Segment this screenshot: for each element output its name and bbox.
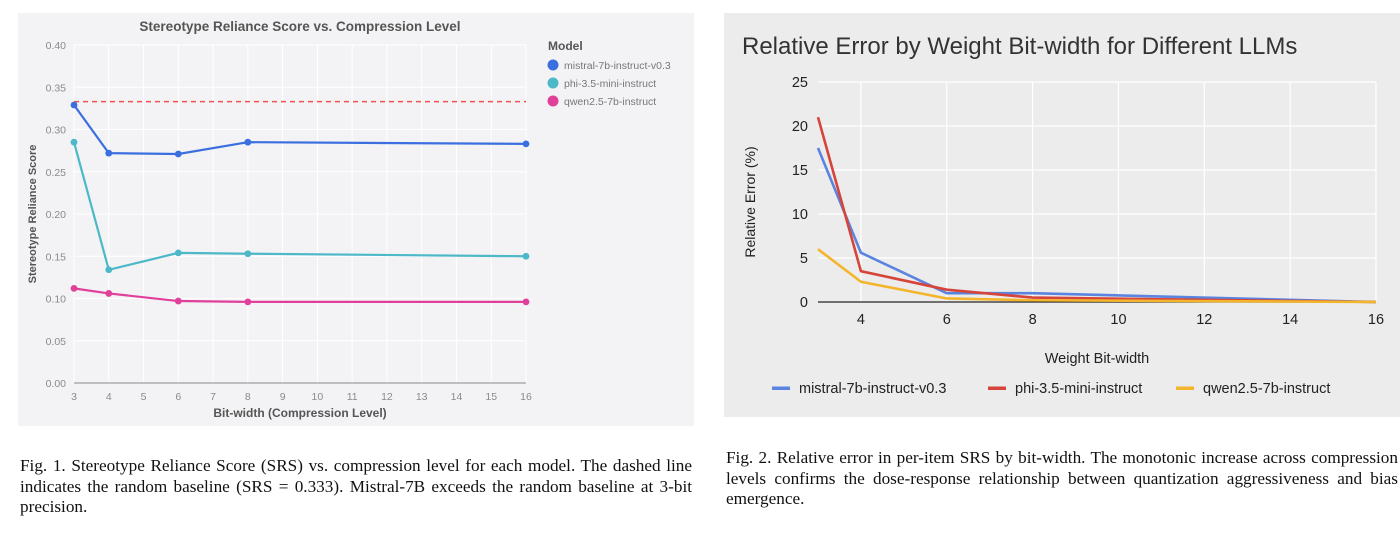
y-tick-label: 5 (800, 251, 808, 267)
x-tick-label: 8 (245, 391, 251, 403)
x-tick-label: 10 (312, 391, 324, 403)
series-line-qwen2-5-7b-instruct (73, 287, 526, 303)
x-tick-label: 8 (1029, 312, 1037, 328)
figure1-caption: Fig. 1. Stereotype Reliance Score (SRS) … (20, 456, 692, 516)
legend-label-qwen2-5-7b-instruct: qwen2.5-7b-instruct (564, 96, 656, 108)
legend-marker-phi-3-5-mini-instruct (547, 77, 559, 89)
x-tick-label: 6 (943, 312, 951, 328)
x-tick-label: 4 (106, 391, 112, 403)
y-tick-label: 0.10 (46, 294, 67, 306)
series-line-qwen2-5-7b-instruct (817, 248, 1377, 304)
legend-marker-qwen2-5-7b-instruct (1176, 386, 1194, 390)
data-point-phi-3-5-mini-instruct (244, 250, 252, 258)
legend-label-phi-3-5-mini-instruct: phi-3.5-mini-instruct (564, 78, 656, 90)
data-point-mistral-7b-instruct-v0-3 (174, 150, 182, 158)
x-axis-label: Bit-width (Compression Level) (213, 406, 386, 420)
y-tick-label: 0.05 (46, 336, 67, 348)
chart-title: Stereotype Reliance Score vs. Compressio… (139, 19, 460, 34)
y-axis-label: Stereotype Reliance Score (27, 145, 39, 284)
data-point-phi-3-5-mini-instruct (70, 138, 78, 146)
data-point-qwen2-5-7b-instruct (522, 298, 530, 306)
relative-error-chart-panel: 0 5 10 15 20 25 4 6 8 10 12 14 16 Relative Error by W… (724, 13, 1400, 417)
legend-label-mistral-7b-instruct-v0-3: mistral-7b-instruct-v0.3 (799, 381, 946, 397)
data-point-mistral-7b-instruct-v0-3 (105, 149, 113, 157)
y-tick-label: 0.35 (46, 82, 67, 94)
x-tick-label: 15 (485, 391, 497, 403)
y-tick-label: 0 (800, 295, 808, 311)
data-point-mistral-7b-instruct-v0-3 (244, 138, 252, 146)
data-point-qwen2-5-7b-instruct (70, 284, 78, 292)
legend-marker-qwen2-5-7b-instruct (547, 95, 559, 107)
data-point-phi-3-5-mini-instruct (174, 249, 182, 257)
chart-title: Relative Error by Weight Bit-width for D… (742, 33, 1297, 60)
y-tick-label: 25 (792, 75, 808, 91)
x-tick-label: 14 (451, 391, 463, 403)
series-line-phi-3-5-mini-instruct (72, 141, 527, 271)
y-tick-label: 0.00 (46, 378, 67, 390)
data-point-qwen2-5-7b-instruct (174, 297, 182, 305)
y-tick-label: 0.20 (46, 209, 67, 221)
data-point-phi-3-5-mini-instruct (105, 266, 113, 274)
data-point-qwen2-5-7b-instruct (244, 298, 252, 306)
figure2-caption: Fig. 2. Relative error in per-item SRS b… (726, 448, 1398, 508)
srs-line-chart: 0.00 0.05 0.10 0.15 0.20 0.25 0.30 0.35 0.40 3 4 5 6… (27, 19, 671, 420)
x-tick-label: 10 (1110, 312, 1126, 328)
y-tick-label: 0.15 (46, 251, 67, 263)
x-tick-label: 9 (280, 391, 286, 403)
data-point-mistral-7b-instruct-v0-3 (70, 101, 78, 109)
legend-label-qwen2-5-7b-instruct: qwen2.5-7b-instruct (1203, 381, 1330, 397)
x-tick-label: 16 (520, 391, 532, 403)
x-tick-label: 5 (141, 391, 147, 403)
legend-marker-mistral-7b-instruct-v0-3 (772, 386, 790, 390)
y-tick-label: 10 (792, 207, 808, 223)
srs-chart-panel: 0.00 0.05 0.10 0.15 0.20 0.25 0.30 0.35 0.40 3 4 5 6… (18, 13, 694, 426)
legend-marker-mistral-7b-instruct-v0-3 (547, 59, 559, 71)
series-line-phi-3-5-mini-instruct (816, 116, 1377, 304)
y-tick-label: 20 (792, 119, 808, 135)
y-axis-label: Relative Error (%) (742, 146, 758, 257)
data-point-phi-3-5-mini-instruct (522, 252, 530, 260)
x-tick-label: 13 (416, 391, 428, 403)
x-tick-label: 4 (857, 312, 865, 328)
data-point-mistral-7b-instruct-v0-3 (522, 140, 530, 148)
x-tick-label: 11 (347, 391, 358, 403)
x-axis-label: Weight Bit-width (1045, 351, 1150, 367)
x-tick-label: 6 (175, 391, 181, 403)
y-tick-label: 15 (792, 163, 808, 179)
x-tick-label: 16 (1368, 312, 1384, 328)
legend-label-mistral-7b-instruct-v0-3: mistral-7b-instruct-v0.3 (564, 60, 671, 72)
y-tick-label: 0.40 (46, 40, 67, 52)
x-tick-label: 12 (1196, 312, 1212, 328)
x-tick-label: 14 (1282, 312, 1298, 328)
legend-title: Model (548, 39, 583, 53)
x-tick-label: 12 (381, 391, 393, 403)
legend-label-phi-3-5-mini-instruct: phi-3.5-mini-instruct (1015, 381, 1142, 397)
relative-error-line-chart: 0 5 10 15 20 25 4 6 8 10 12 14 16 Relative Error by W… (742, 33, 1384, 397)
data-point-qwen2-5-7b-instruct (105, 290, 113, 297)
legend-marker-phi-3-5-mini-instruct (988, 386, 1006, 390)
y-tick-label: 0.25 (46, 167, 67, 179)
y-tick-label: 0.30 (46, 125, 67, 137)
x-tick-label: 7 (210, 391, 216, 403)
x-tick-label: 3 (71, 391, 77, 403)
